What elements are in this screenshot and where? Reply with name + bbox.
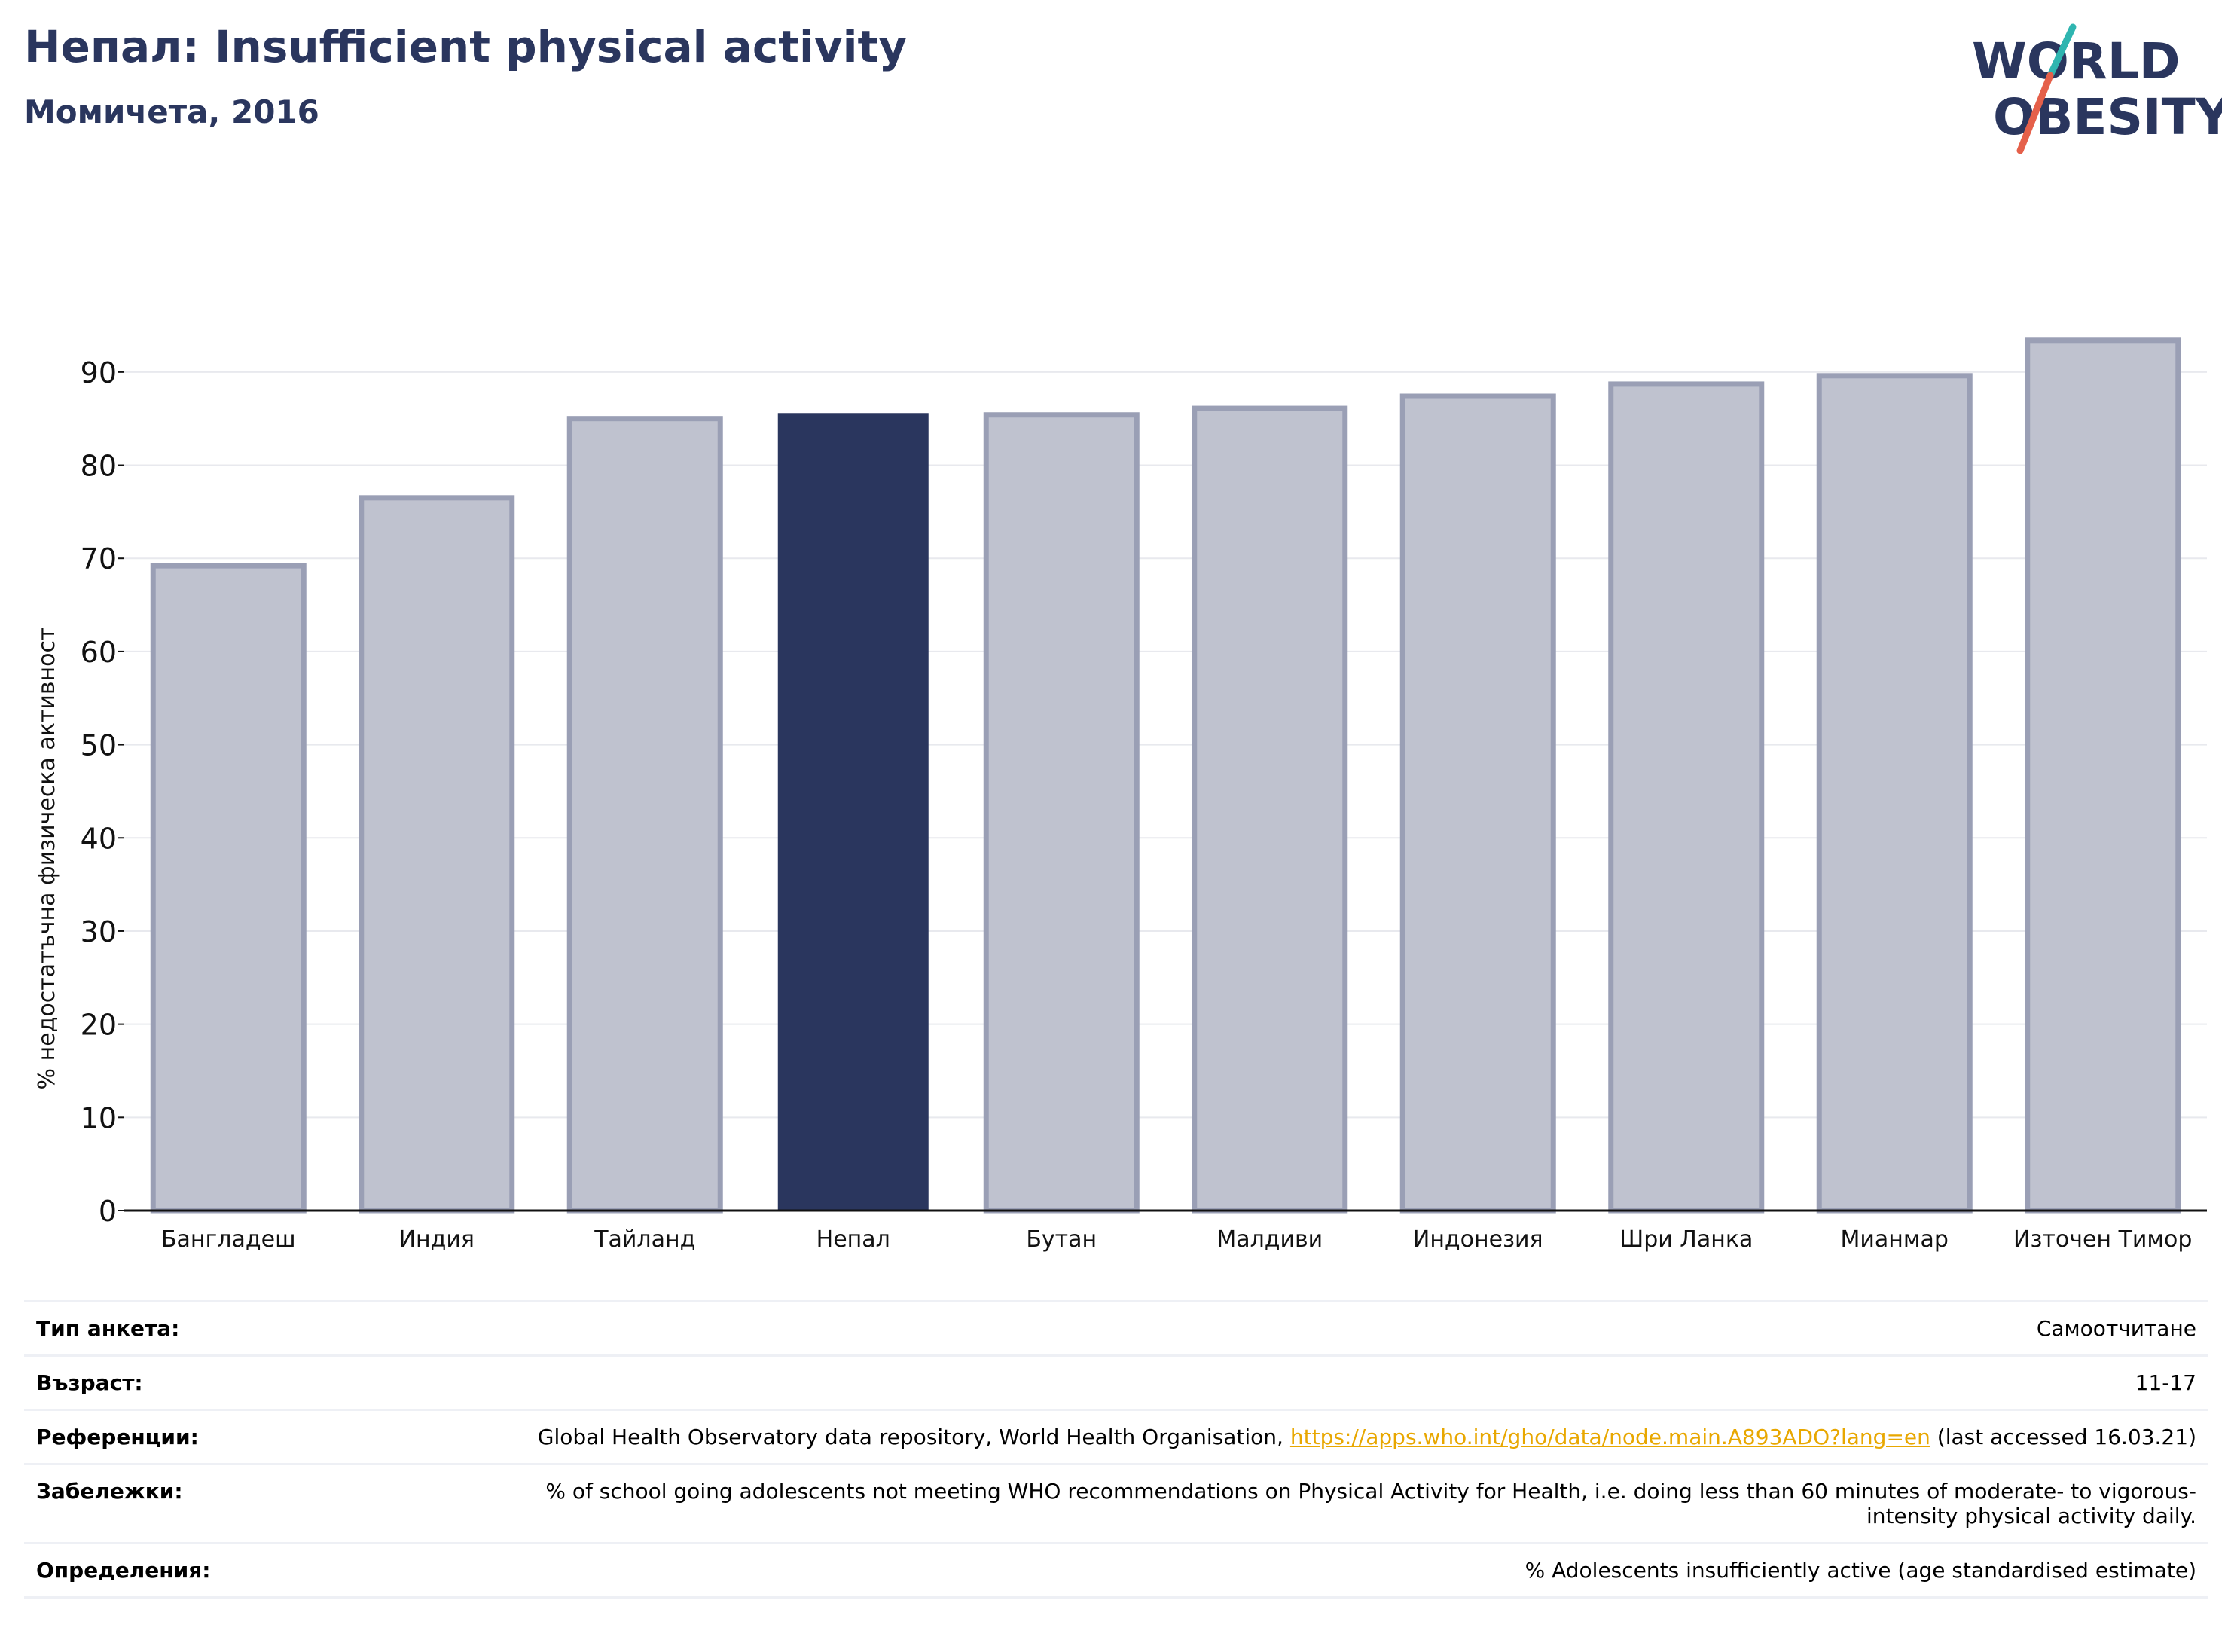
y-tick-label: 0 [99, 1195, 117, 1228]
world-obesity-logo: WORLD OBESITY [1972, 23, 2222, 154]
references-link[interactable]: https://apps.who.int/gho/data/node.main.… [1289, 1425, 1930, 1449]
meta-row-age: Възраст: 11-17 [24, 1354, 2208, 1409]
logo-slash-coral [2016, 72, 2054, 154]
bar [2025, 337, 2181, 1214]
survey-type-label: Тип анкета: [36, 1316, 180, 1341]
logo-word-world: WORLD [1972, 32, 2181, 90]
notes-label: Забележки: [36, 1479, 183, 1504]
y-tick-label: 70 [81, 542, 117, 576]
chart-title: Непал: Insufficient physical activity [24, 21, 908, 72]
definitions-value: % Adolescents insufficiently active (age… [1525, 1558, 2196, 1583]
references-value: Global Health Observatory data repositor… [538, 1425, 2196, 1449]
references-suffix: (last accessed 16.03.21) [1937, 1425, 2196, 1449]
x-tick-label: Шри Ланка [1619, 1226, 1753, 1253]
bar [1816, 373, 1973, 1214]
y-tick-label: 10 [81, 1101, 117, 1134]
survey-type-value: Самоотчитане [2036, 1316, 2196, 1341]
y-tick-label: 60 [81, 636, 117, 669]
y-tick-label: 80 [81, 450, 117, 483]
bar [359, 495, 515, 1214]
metadata-table: Тип анкета: Самоотчитане Възраст: 11-17 … [24, 1300, 2208, 1599]
bar [566, 416, 723, 1214]
notes-value: % of school going adolescents not meetin… [545, 1479, 2196, 1528]
y-tick-label: 40 [81, 822, 117, 855]
x-tick-label: Източен Тимор [2013, 1226, 2192, 1253]
x-tick-label: Непал [816, 1226, 890, 1253]
bar [1399, 393, 1556, 1214]
y-axis-label: % недостатъчна физическа активност [34, 628, 60, 1090]
age-value: 11-17 [2135, 1370, 2196, 1395]
bar [1608, 381, 1765, 1214]
chart-subtitle: Момичета, 2016 [24, 93, 319, 130]
definitions-label: Определения: [36, 1558, 211, 1583]
y-tick-label: 50 [81, 729, 117, 762]
y-tick-label: 30 [81, 915, 117, 948]
bar [150, 563, 307, 1214]
x-tick-label: Бутан [1026, 1226, 1097, 1253]
logo-slash-teal [2046, 23, 2077, 79]
x-tick-label: Бангладеш [161, 1226, 296, 1253]
x-tick-label: Мианмар [1841, 1226, 1949, 1253]
meta-row-references: Референции: Global Health Observatory da… [24, 1409, 2208, 1463]
references-text: Global Health Observatory data repositor… [537, 1425, 1283, 1449]
bar-chart: 0 10 20 30 40 50 60 70 80 90 % недостатъчна физиче… [34, 337, 2207, 1253]
bar [983, 412, 1140, 1214]
meta-row-notes: Забележки: % of school going adolescents… [24, 1463, 2208, 1542]
y-tick-label: 90 [81, 356, 117, 389]
x-tick-label: Индия [399, 1226, 475, 1253]
x-tick-label: Тайланд [594, 1226, 695, 1253]
y-tick-label: 20 [81, 1009, 117, 1042]
meta-row-definitions: Определения: % Adolescents insufficientl… [24, 1542, 2208, 1599]
bar-highlighted [777, 413, 929, 1211]
x-tick-label: Индонезия [1413, 1226, 1543, 1253]
references-label: Референции: [36, 1425, 199, 1449]
x-tick-label: Малдиви [1216, 1226, 1323, 1253]
age-label: Възраст: [36, 1370, 143, 1395]
bar [1192, 405, 1348, 1214]
meta-row-survey: Тип анкета: Самоотчитане [24, 1300, 2208, 1354]
